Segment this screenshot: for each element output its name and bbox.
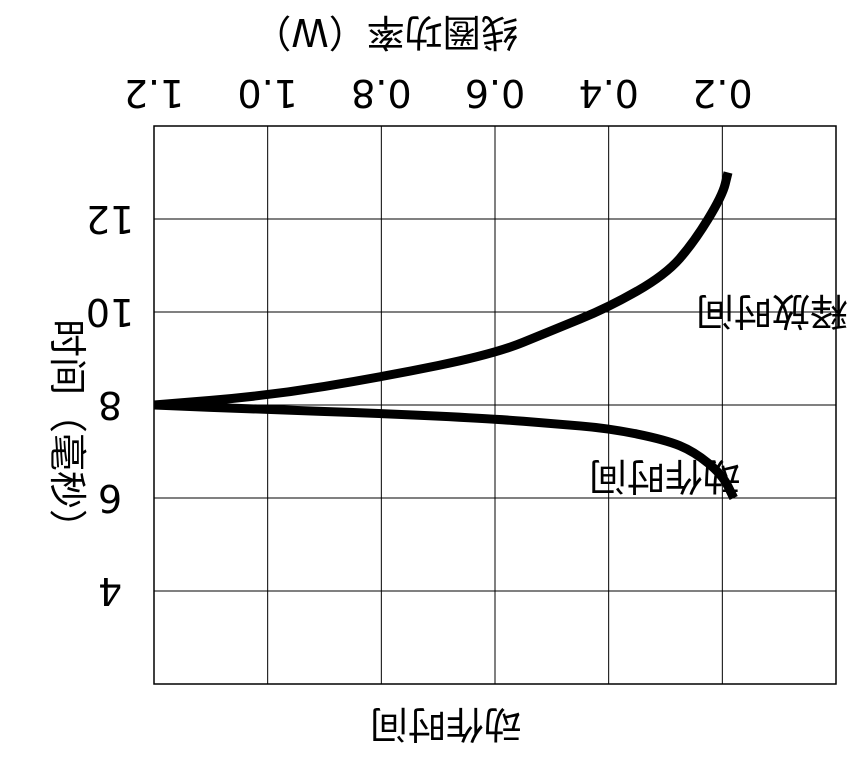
x-tick-label: 0.2: [692, 71, 752, 115]
x-tick-label: 1.0: [237, 71, 297, 115]
release-time-label: 释放时间: [696, 289, 848, 333]
x-tick-label: 0.6: [465, 71, 525, 115]
y-axis-title: 时间（毫秒）: [45, 319, 89, 547]
y-tick-labels: 4 6 8 10 12: [86, 197, 134, 613]
y-tick-label: 8: [98, 383, 122, 427]
x-axis-title: 线圈功率（W）: [253, 10, 519, 54]
release-time-curve: [153, 400, 738, 500]
y-tick-label: 6: [98, 476, 122, 520]
bottom-operate-time-label: 动作时间: [370, 702, 522, 746]
y-axis-title-group: 时间（毫秒）: [45, 319, 89, 547]
x-tick-label: 0.8: [351, 71, 411, 115]
y-tick-label: 12: [86, 197, 134, 241]
series-layer: [153, 171, 738, 500]
x-tick-label: 1.2: [124, 71, 184, 115]
y-tick-label: 10: [86, 290, 134, 334]
x-tick-labels: 0.2 0.4 0.6 0.8 1.0 1.2: [124, 71, 753, 115]
x-tick-label: 0.4: [578, 71, 638, 115]
y-tick-label: 4: [98, 569, 122, 613]
operate-time-label: 动作时间: [589, 454, 741, 498]
operate-time-curve: [153, 171, 733, 410]
